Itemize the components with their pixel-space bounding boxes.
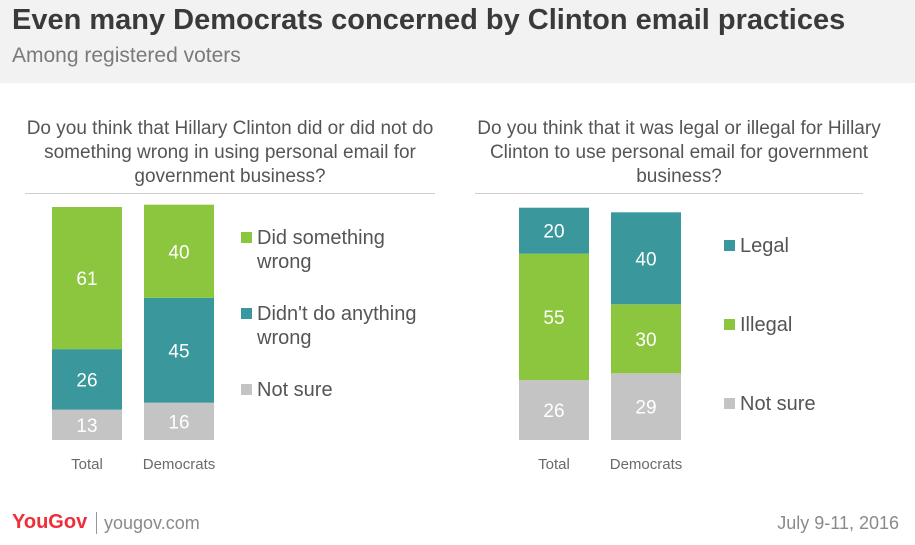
legal-chart-legend-swatch (724, 398, 735, 409)
wrong-chart-legend-swatch (241, 308, 252, 319)
legal-chart-bar-democrats-not-sure (611, 373, 681, 440)
wrong-chart-value-label: 40 (168, 242, 189, 263)
yougov-logo: YouGov (12, 511, 88, 533)
wrong-chart-category-label: Democrats (143, 456, 216, 473)
wrong-chart-legend-label: wrong (256, 251, 311, 273)
footer-site-link[interactable]: yougov.com (104, 513, 200, 533)
wrong-chart-category-label: Total (71, 456, 103, 473)
legal-chart-bar-total-illegal (519, 253, 589, 381)
legal-chart-value-label: 26 (543, 401, 564, 422)
wrong-chart-legend-label: Not sure (257, 379, 333, 401)
legal-chart-legend-swatch (724, 319, 735, 330)
right-question: Do you think that it was legal or illega… (477, 118, 881, 187)
legal-chart-legend-label: Not sure (740, 393, 816, 415)
page-subtitle: Among registered voters (12, 44, 241, 67)
legal-chart-legend-label: Illegal (740, 314, 792, 336)
legal-chart-bar-total-legal (519, 207, 589, 254)
wrong-chart-legend-label: Didn't do anything (257, 303, 416, 325)
wrong-chart-value-label: 16 (168, 412, 189, 433)
wrong-chart-bar-democrats-did-something-wrong (144, 204, 214, 298)
wrong-chart-bar-total-didn-t-do-anything-wrong (52, 349, 122, 410)
legal-chart-bar-total-not-sure (519, 380, 589, 440)
legal-chart-value-label: 40 (635, 249, 656, 270)
wrong-chart-legend-swatch (241, 384, 252, 395)
wrong-chart-legend-label: wrong (256, 327, 311, 349)
wrong-chart-value-label: 26 (76, 370, 97, 391)
wrong-chart-bar-democrats-not-sure (144, 402, 214, 440)
page-title: Even many Democrats concerned by Clinton… (12, 4, 846, 36)
wrong-chart-bar-democrats-didn-t-do-anything-wrong (144, 297, 214, 403)
left-question-divider (25, 193, 435, 194)
wrong-chart-value-label: 61 (76, 269, 97, 290)
legal-chart-value-label: 20 (543, 222, 564, 243)
legal-chart-value-label: 55 (543, 308, 564, 329)
footer-separator (96, 512, 97, 534)
wrong-chart-bar-total-did-something-wrong (52, 207, 122, 350)
legal-chart-legend-label: Legal (740, 235, 789, 257)
wrong-chart-value-label: 45 (168, 341, 189, 362)
legal-chart-legend-swatch (724, 240, 735, 251)
legal-chart-category-label: Democrats (610, 456, 683, 473)
legal-chart-value-label: 30 (635, 330, 656, 351)
legal-chart-bar-democrats-legal (611, 212, 681, 305)
header-band: Even many Democrats concerned by Clinton… (0, 0, 915, 83)
legal-chart-bar-democrats-illegal (611, 304, 681, 374)
wrong-chart-legend-swatch (241, 232, 252, 243)
left-question: Do you think that Hillary Clinton did or… (26, 118, 434, 187)
wrong-chart-value-label: 13 (76, 416, 97, 437)
wrong-chart-legend-label: Did something (257, 227, 385, 249)
footer-date: July 9-11, 2016 (777, 513, 899, 533)
wrong-chart-bar-total-not-sure (52, 409, 122, 440)
legal-chart-value-label: 29 (635, 398, 656, 419)
right-question-divider (475, 193, 863, 194)
legal-chart-category-label: Total (538, 456, 570, 473)
